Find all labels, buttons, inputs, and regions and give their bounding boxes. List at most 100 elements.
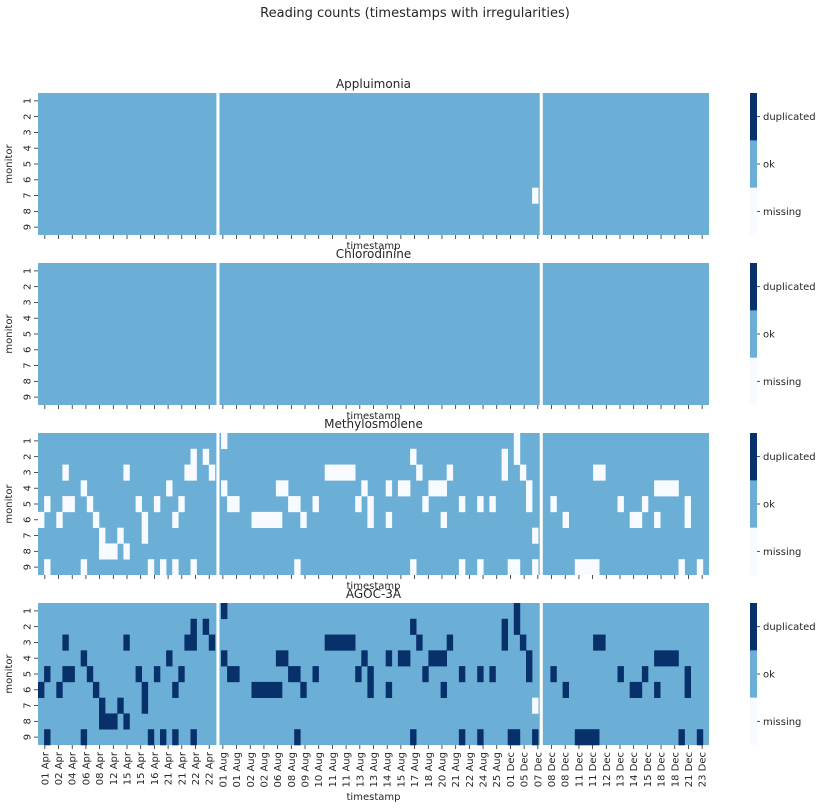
heatmap-cell xyxy=(532,697,539,714)
heatmap-cell xyxy=(160,559,167,576)
colorbar-segment xyxy=(750,697,757,746)
y-tick-label: 5 xyxy=(23,501,34,507)
heatmap-cell xyxy=(62,634,69,651)
y-tick-label: 6 xyxy=(23,347,34,353)
heatmap-cell xyxy=(172,681,179,698)
heatmap-cell xyxy=(251,681,283,698)
x-tick-label: 21 Apr xyxy=(177,751,188,785)
x-tick-label: 08 Dec xyxy=(547,752,558,787)
heatmap-cell xyxy=(519,464,527,481)
gap-column xyxy=(216,603,220,745)
colorbar: duplicated ok missing xyxy=(750,93,816,236)
heatmap-cell xyxy=(410,448,417,465)
heatmap-cell xyxy=(367,511,374,528)
colorbar-label: duplicated xyxy=(763,622,816,633)
heatmap-cell xyxy=(221,650,228,667)
heatmap-cell xyxy=(574,559,600,576)
heatmap-cell xyxy=(190,559,197,576)
heatmap-cell xyxy=(458,729,466,746)
x-tick-label: 01 Aug xyxy=(218,752,229,787)
x-tick-label: 15 Dec xyxy=(643,752,654,787)
x-tick-label: 01 Dec xyxy=(506,752,517,787)
y-tick-label: 1 xyxy=(23,268,34,274)
x-tick-label: 01 Apr xyxy=(40,751,51,785)
heatmap-cell xyxy=(160,729,167,746)
heatmap-cell xyxy=(44,666,51,683)
heatmap-cell xyxy=(428,480,447,497)
heatmap-cell xyxy=(141,511,149,528)
y-tick-label: 6 xyxy=(23,177,34,183)
heatmap-cell xyxy=(178,496,185,513)
heatmap-cell xyxy=(593,464,606,481)
heatmap-cell xyxy=(62,496,75,513)
colorbar-label: missing xyxy=(763,717,801,728)
heatmap-cell xyxy=(458,496,466,513)
x-tick-label: 21 Aug xyxy=(451,752,462,787)
heatmap-cell xyxy=(385,511,393,528)
heatmap-cell xyxy=(526,480,533,497)
x-tick-label: 09 Aug xyxy=(301,752,312,787)
heatmap-cell xyxy=(489,496,496,513)
heatmap-cell xyxy=(62,666,75,683)
y-tick-label: 5 xyxy=(23,671,34,677)
heatmap-cell xyxy=(416,464,423,481)
heatmap-cell xyxy=(184,464,197,481)
y-tick-label: 8 xyxy=(23,548,34,554)
heatmap-cell xyxy=(251,511,283,528)
heatmap-cell xyxy=(410,618,417,635)
x-tick-label: 11 Aug xyxy=(328,752,339,787)
x-tick-label: 18 Dec xyxy=(670,752,681,787)
heatmap-cell xyxy=(593,634,606,651)
x-tick-label: 18 Aug xyxy=(424,752,435,787)
x-tick-label: 23 Dec xyxy=(698,752,709,787)
x-tick-label: 01 Aug xyxy=(232,752,243,787)
colorbar-segment xyxy=(750,480,757,528)
heatmap-cell xyxy=(458,559,466,576)
x-tick-label: 25 Aug xyxy=(492,752,503,787)
heatmap-cell xyxy=(312,666,319,683)
heatmap-cell xyxy=(123,634,130,651)
x-tick-label: 11 Dec xyxy=(574,752,585,787)
heatmap-cell xyxy=(227,496,240,513)
heatmap-cell xyxy=(440,681,447,698)
heatmap-cell xyxy=(477,496,484,513)
heatmap-cell xyxy=(385,650,393,667)
heatmap-cell xyxy=(513,433,521,450)
heatmap-cell xyxy=(92,681,100,698)
y-tick-label: 7 xyxy=(23,702,34,708)
heatmap-cell xyxy=(501,448,508,465)
y-tick-label: 3 xyxy=(23,129,34,135)
heatmap-cell xyxy=(532,187,539,204)
y-tick-label: 1 xyxy=(23,98,34,104)
heatmap-cell xyxy=(92,511,100,528)
x-tick-label: 05 Dec xyxy=(520,752,531,787)
y-tick-label: 9 xyxy=(23,734,34,740)
panel-title: Methylosmolene xyxy=(324,417,423,431)
heatmap-cell xyxy=(117,527,124,544)
x-tick-label: 13 Aug xyxy=(369,752,380,787)
colorbar: duplicated ok missing xyxy=(750,433,816,576)
colorbar-label: ok xyxy=(763,670,775,681)
colorbar: duplicated ok missing xyxy=(750,263,816,406)
heatmap-cell xyxy=(117,697,124,714)
x-tick-label: 16 Apr xyxy=(150,751,161,785)
heatmap-cell xyxy=(221,603,228,620)
x-tick-label: 24 Aug xyxy=(479,752,490,787)
panel-title: AGOC-3A xyxy=(346,587,402,601)
heatmap-cell xyxy=(56,511,63,528)
x-tick-label: 08 Aug xyxy=(287,752,298,787)
heatmap-cell xyxy=(397,650,411,667)
heatmap-cell xyxy=(458,666,466,683)
x-tick-label: 12 Dec xyxy=(602,752,613,787)
heatmap-cell xyxy=(654,511,661,528)
heatmap-cell xyxy=(617,666,624,683)
y-tick-label: 6 xyxy=(23,517,34,523)
x-tick-label: 07 Dec xyxy=(533,752,544,787)
x-tick-label: 08 Apr xyxy=(95,751,106,785)
heatmap-cell xyxy=(227,666,240,683)
y-tick-label: 4 xyxy=(23,315,34,321)
heatmap-cell xyxy=(532,559,539,576)
colorbar-segment xyxy=(750,140,757,188)
heatmap-cell xyxy=(440,511,447,528)
heatmap-cell xyxy=(574,729,600,746)
